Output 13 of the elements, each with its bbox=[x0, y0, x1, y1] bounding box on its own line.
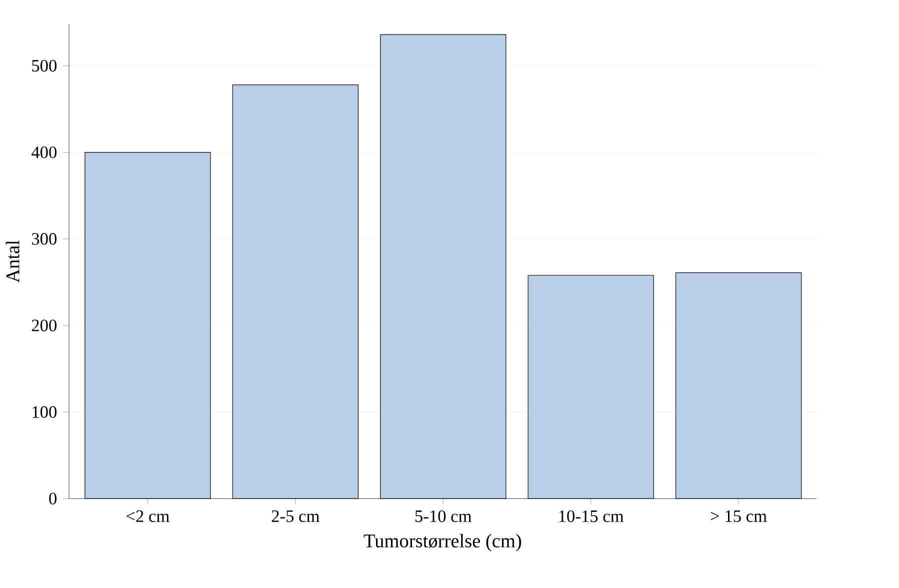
y-tick-label: 100 bbox=[32, 406, 57, 418]
y-tick-label: 400 bbox=[31, 146, 57, 158]
y-tick-label: 200 bbox=[32, 320, 57, 332]
y-tick-label: 0 bbox=[49, 492, 57, 505]
x-tick-label: > 15 cm bbox=[710, 510, 767, 522]
x-tick-label: 10-15 cm bbox=[559, 510, 624, 522]
x-axis-title: Tumorstørrelse (cm) bbox=[364, 534, 522, 552]
y-tick-label: 500 bbox=[32, 60, 57, 72]
x-tick-label: 5-10 cm bbox=[415, 510, 472, 522]
y-axis-title: Antal bbox=[6, 240, 20, 283]
x-tick-label: <2 cm bbox=[126, 510, 170, 522]
y-tick-label: 300 bbox=[32, 233, 57, 245]
x-tick-label: 2-5 cm bbox=[272, 510, 320, 522]
